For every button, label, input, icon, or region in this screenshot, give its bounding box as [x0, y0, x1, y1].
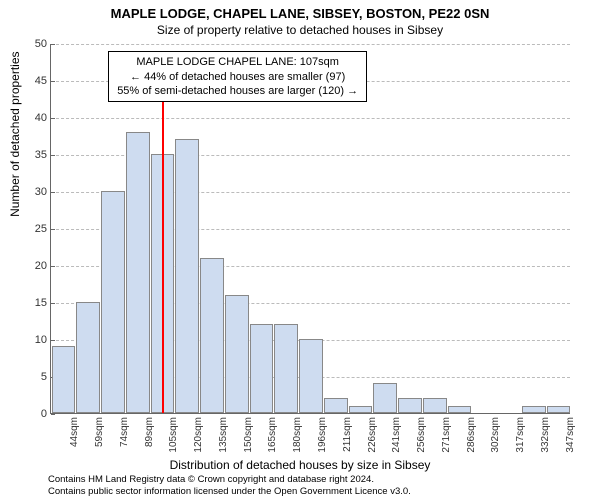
histogram-bar — [423, 398, 447, 413]
x-tick-label: 196sqm — [315, 417, 328, 453]
histogram-bar — [547, 406, 571, 413]
histogram-bar — [349, 406, 373, 413]
histogram-bar — [76, 302, 100, 413]
y-axis-label: Number of detached properties — [8, 51, 22, 216]
x-tick-label: 74sqm — [117, 417, 130, 447]
x-tick-label: 256sqm — [414, 417, 427, 453]
y-tick-label: 45 — [35, 75, 51, 87]
histogram-bar — [250, 324, 274, 413]
histogram-bar — [448, 406, 472, 413]
property-marker-line — [162, 81, 164, 413]
y-tick-label: 20 — [35, 260, 51, 272]
histogram-bar — [175, 139, 199, 413]
gridline — [51, 44, 570, 45]
x-tick-label: 347sqm — [563, 417, 576, 453]
y-tick-label: 10 — [35, 334, 51, 346]
y-tick-label: 40 — [35, 112, 51, 124]
x-tick-label: 226sqm — [365, 417, 378, 453]
y-tick-label: 15 — [35, 297, 51, 309]
x-tick-label: 135sqm — [216, 417, 229, 453]
gridline — [51, 118, 570, 119]
histogram-chart: 0510152025303540455044sqm59sqm74sqm89sqm… — [50, 44, 570, 414]
y-tick-label: 35 — [35, 149, 51, 161]
x-tick-label: 59sqm — [92, 417, 105, 447]
histogram-bar — [200, 258, 224, 413]
x-tick-label: 271sqm — [439, 417, 452, 453]
histogram-bar — [101, 191, 125, 413]
x-tick-label: 105sqm — [166, 417, 179, 453]
x-axis-label: Distribution of detached houses by size … — [0, 458, 600, 472]
page-subtitle: Size of property relative to detached ho… — [0, 21, 600, 37]
histogram-bar — [522, 406, 546, 413]
page-title: MAPLE LODGE, CHAPEL LANE, SIBSEY, BOSTON… — [0, 0, 600, 21]
x-tick-label: 89sqm — [142, 417, 155, 447]
x-tick-label: 286sqm — [464, 417, 477, 453]
x-tick-label: 180sqm — [290, 417, 303, 453]
y-tick-label: 5 — [41, 371, 51, 383]
x-tick-label: 44sqm — [67, 417, 80, 447]
y-tick-label: 30 — [35, 186, 51, 198]
histogram-bar — [126, 132, 150, 413]
histogram-bar — [274, 324, 298, 413]
x-tick-label: 332sqm — [538, 417, 551, 453]
x-tick-label: 302sqm — [488, 417, 501, 453]
x-tick-label: 317sqm — [513, 417, 526, 453]
x-tick-label: 120sqm — [191, 417, 204, 453]
footer-line: Contains HM Land Registry data © Crown c… — [48, 474, 411, 486]
y-tick-label: 0 — [41, 408, 51, 420]
attribution-footer: Contains HM Land Registry data © Crown c… — [48, 474, 411, 498]
annotation-line: MAPLE LODGE CHAPEL LANE: 107sqm — [117, 55, 358, 69]
histogram-bar — [398, 398, 422, 413]
annotation-line: ← 44% of detached houses are smaller (97… — [117, 70, 358, 84]
histogram-bar — [52, 346, 76, 413]
histogram-bar — [324, 398, 348, 413]
x-tick-label: 211sqm — [340, 417, 353, 452]
annotation-box: MAPLE LODGE CHAPEL LANE: 107sqm← 44% of … — [108, 51, 367, 102]
x-tick-label: 150sqm — [241, 417, 254, 453]
footer-line: Contains public sector information licen… — [48, 486, 411, 498]
y-tick-label: 25 — [35, 223, 51, 235]
x-tick-label: 241sqm — [389, 417, 402, 453]
histogram-bar — [299, 339, 323, 413]
annotation-line: 55% of semi-detached houses are larger (… — [117, 84, 358, 98]
x-tick-label: 165sqm — [265, 417, 278, 453]
histogram-bar — [373, 383, 397, 413]
histogram-bar — [225, 295, 249, 413]
y-tick-label: 50 — [35, 38, 51, 50]
